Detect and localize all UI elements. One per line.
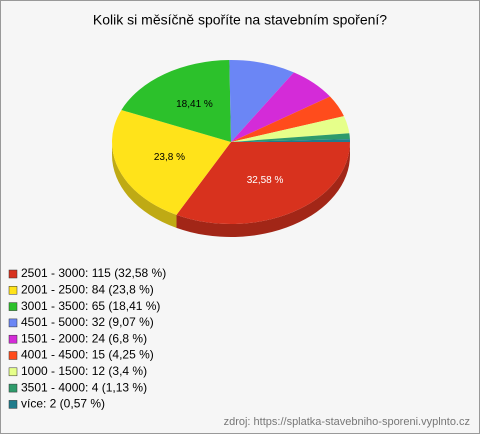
legend-label: více: 2 (0,57 %) bbox=[21, 397, 105, 411]
slice-side bbox=[176, 142, 350, 238]
data-label: 32,58 % bbox=[247, 175, 284, 186]
legend-label: 1501 - 2000: 24 (6,8 %) bbox=[21, 331, 147, 345]
legend-swatch bbox=[8, 269, 18, 279]
slice bbox=[231, 139, 350, 142]
legend-label: 3001 - 3500: 65 (18,41 %) bbox=[21, 299, 160, 313]
source: zdroj: https://splatka-stavebniho-sporen… bbox=[224, 416, 470, 428]
legend-swatch bbox=[8, 302, 18, 311]
legend-swatch bbox=[8, 383, 18, 393]
legend-swatch bbox=[8, 351, 18, 360]
legend-label: 2501 - 3000: 115 (32,58 %) bbox=[21, 266, 166, 280]
data-label: 18,41 % bbox=[176, 99, 213, 110]
legend-label: 1000 - 1500: 12 (3,4 %) bbox=[21, 364, 147, 378]
slice bbox=[112, 110, 231, 215]
legend-label: 2001 - 2500: 84 (23,8 %) bbox=[21, 282, 154, 296]
slice bbox=[176, 142, 350, 224]
pie-sides bbox=[112, 142, 350, 238]
legend-label: 3501 - 4000: 4 (1,13 %) bbox=[21, 380, 147, 394]
legend-swatch bbox=[8, 367, 18, 377]
slice bbox=[231, 72, 331, 142]
legend-label: 4001 - 4500: 15 (4,25 %) bbox=[21, 348, 154, 362]
slice bbox=[229, 60, 294, 142]
legend-label: 4501 - 5000: 32 (9,07 %) bbox=[21, 315, 154, 329]
slice-side bbox=[112, 142, 177, 228]
legend-swatch bbox=[8, 286, 18, 295]
legend-swatch bbox=[8, 318, 18, 328]
slice bbox=[231, 133, 350, 142]
slice bbox=[231, 116, 350, 142]
legend-swatch bbox=[8, 400, 18, 409]
chart-title: Kolik si měsíčně spoříte na stavebním sp… bbox=[93, 12, 387, 28]
slice bbox=[231, 96, 344, 142]
legend-swatch bbox=[8, 334, 18, 344]
data-label: 23,8 % bbox=[154, 152, 185, 163]
slice bbox=[121, 60, 231, 142]
